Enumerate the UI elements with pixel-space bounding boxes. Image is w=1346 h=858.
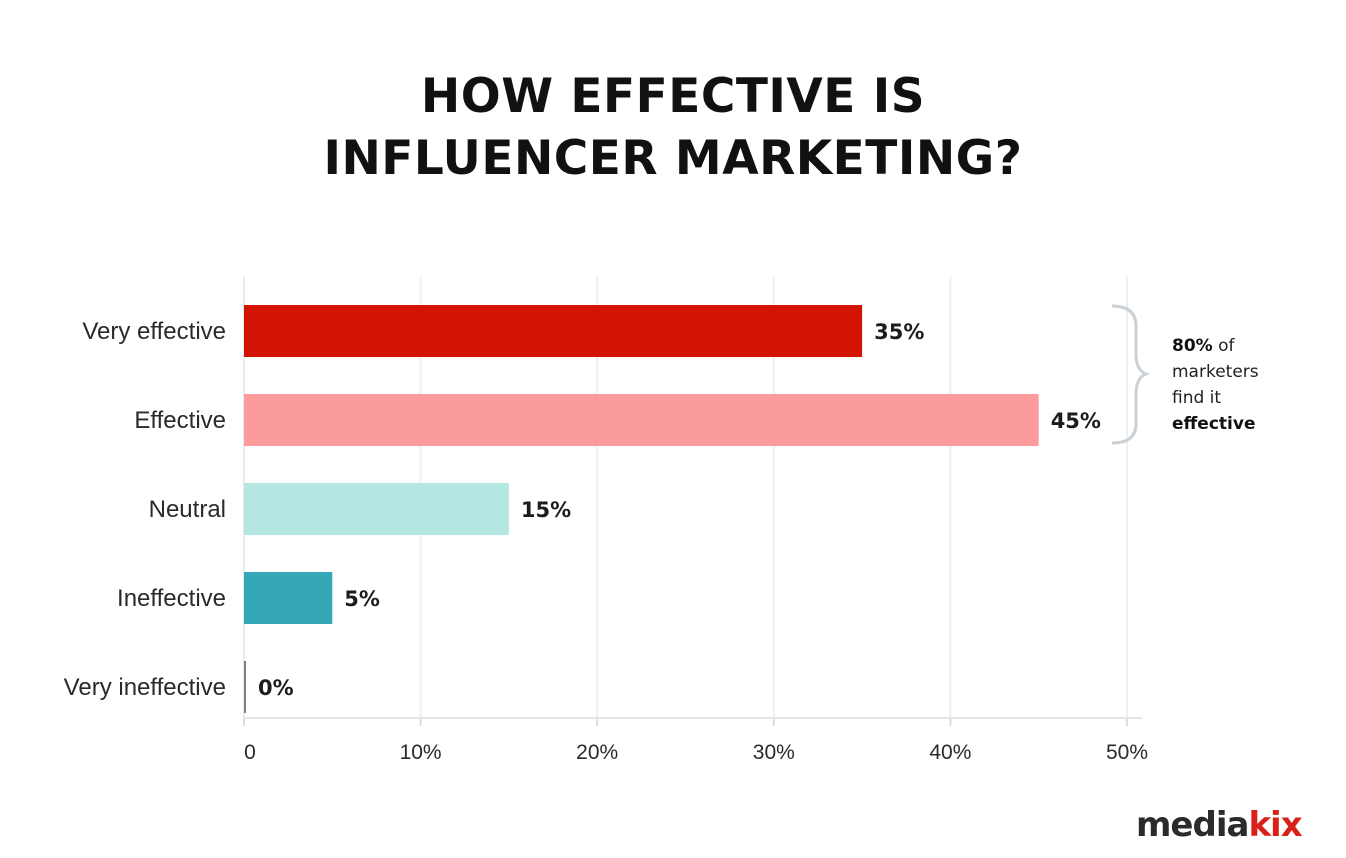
value-label: 0% bbox=[258, 676, 294, 700]
category-label: Ineffective bbox=[117, 585, 226, 612]
value-label: 5% bbox=[344, 587, 380, 611]
category-label: Very effective bbox=[82, 318, 226, 345]
bar bbox=[244, 572, 333, 624]
annotation-bracket bbox=[1111, 304, 1151, 445]
annotation-bold-tail: effective bbox=[1172, 414, 1256, 434]
chart-title-line-1: HOW EFFECTIVE IS bbox=[420, 69, 926, 124]
annotation-text-2: marketers bbox=[1172, 362, 1259, 382]
category-label: Very ineffective bbox=[64, 674, 226, 701]
annotation-text-3: find it bbox=[1172, 388, 1222, 408]
category-label: Neutral bbox=[149, 496, 226, 523]
bar bbox=[244, 661, 246, 713]
x-tick-label: 50% bbox=[1106, 741, 1148, 764]
value-label: 35% bbox=[874, 320, 924, 344]
x-tick-label: 40% bbox=[929, 741, 971, 764]
value-label: 45% bbox=[1051, 409, 1101, 433]
labels: 0 10% 20% 30% 40% 50% Very effective 35% Effecti… bbox=[64, 318, 1148, 764]
annotation-note: 80% of marketers find it effective bbox=[1172, 333, 1312, 437]
brand-logo-accent: kix bbox=[1248, 805, 1302, 845]
annotation-text-1: of bbox=[1212, 336, 1235, 356]
brand-logo: mediakix bbox=[1136, 805, 1303, 845]
chart-title-line-2: INFLUENCER MARKETING? bbox=[323, 131, 1023, 186]
category-label: Effective bbox=[134, 407, 226, 434]
chart-title: HOW EFFECTIVE IS INFLUENCER MARKETING? bbox=[0, 66, 1346, 190]
bars bbox=[244, 305, 1039, 713]
annotation-bold-lead: 80% bbox=[1172, 336, 1213, 356]
brand-logo-main: media bbox=[1136, 805, 1249, 845]
x-tick-label: 30% bbox=[753, 741, 795, 764]
value-label: 15% bbox=[521, 498, 571, 522]
x-tick-label: 10% bbox=[400, 741, 442, 764]
bar bbox=[244, 483, 509, 535]
x-tick-label: 0 bbox=[244, 741, 256, 764]
bar bbox=[244, 394, 1039, 446]
bar bbox=[244, 305, 863, 357]
x-tick-label: 20% bbox=[576, 741, 618, 764]
